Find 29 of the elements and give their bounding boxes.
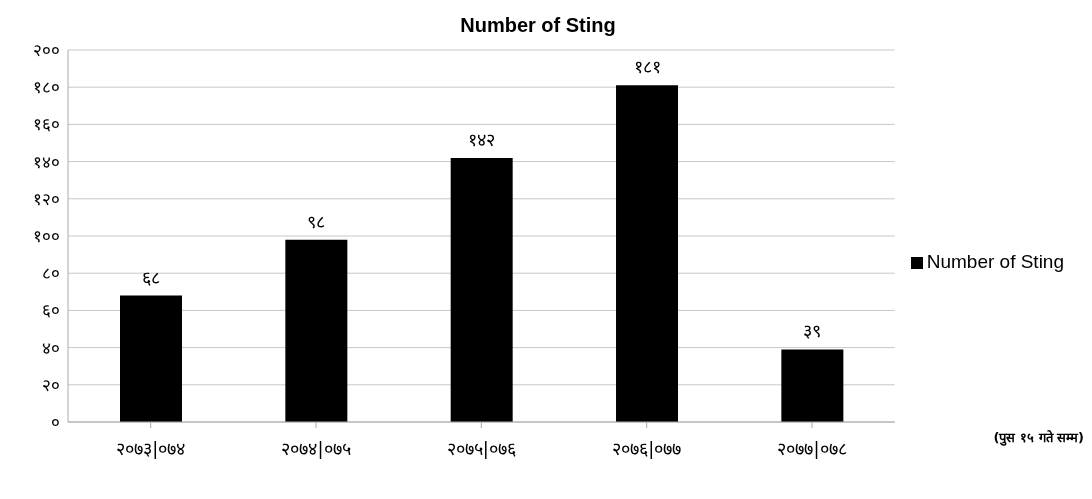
data-label: ९८ <box>307 210 326 232</box>
bar <box>450 157 513 422</box>
y-tick-label: १८० <box>33 77 60 98</box>
chart-title: Number of Sting <box>459 13 617 38</box>
y-tick-label: १०० <box>33 226 60 247</box>
legend-label: Number of Sting <box>926 251 1064 272</box>
y-tick-label: १४० <box>33 151 60 172</box>
bar <box>616 85 679 422</box>
y-tick-label: ६० <box>42 300 60 321</box>
y-tick-label: ८० <box>42 263 60 284</box>
data-label: ६८ <box>142 266 160 288</box>
y-tick-label: १६० <box>33 114 60 135</box>
x-tick-label: २०७४|०७५ <box>281 437 351 459</box>
bar <box>120 295 182 422</box>
y-tick-label: २०० <box>33 40 60 61</box>
text: (पुस १५ गते सम्म) <box>993 429 1084 446</box>
data-label: १८१ <box>633 56 661 78</box>
y-tick-label: ४० <box>42 337 60 358</box>
data-label: १४२ <box>468 128 496 150</box>
y-tick-label: २० <box>42 374 60 395</box>
x-tick-label: २०७७|०७८ <box>777 437 847 459</box>
x-tick-label: २०७५|०७६ <box>446 437 516 459</box>
y-tick-label: ० <box>51 412 60 433</box>
y-tick-label: १२० <box>33 188 60 209</box>
data-label: ३९ <box>803 320 822 342</box>
x-tick-label: २०७३|०७४ <box>116 437 186 459</box>
bar <box>285 239 348 422</box>
bar <box>781 349 844 422</box>
x-tick-label: २०७६|०७७ <box>612 437 682 459</box>
